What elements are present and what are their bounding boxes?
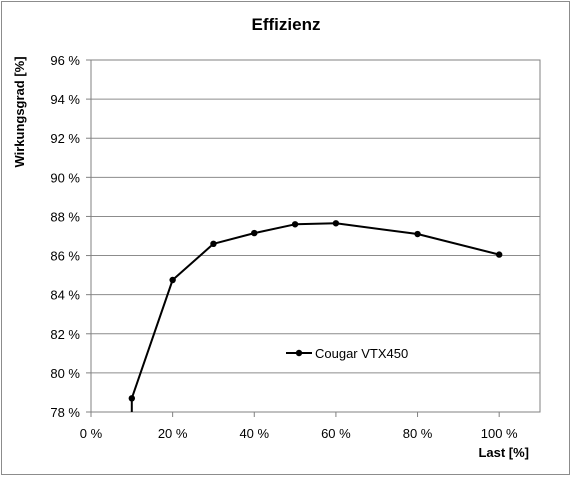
data-point xyxy=(495,251,503,258)
y-tick-label: 96 % xyxy=(50,53,80,68)
y-tick-label: 88 % xyxy=(50,209,80,224)
data-point xyxy=(251,229,258,237)
x-tick-label: 60 % xyxy=(321,426,351,441)
series-line xyxy=(130,222,500,412)
x-axis-ticks: 0 % 20 % 40 % 60 % 80 % 100 % xyxy=(80,412,518,441)
y-axis-ticks: 78 % 80 % 82 % 84 % 86 % 88 % 90 % 92 % 94 % 96 % xyxy=(50,53,91,420)
chart-title: Effizienz xyxy=(252,15,321,34)
data-point xyxy=(291,221,299,228)
x-tick-label: 20 % xyxy=(158,426,188,441)
y-tick-label: 92 % xyxy=(50,131,80,146)
x-tick-label: 80 % xyxy=(403,426,433,441)
y-axis-title: Wirkungsgrad [%] xyxy=(12,56,27,167)
data-point xyxy=(169,276,176,284)
y-tick-label: 86 % xyxy=(50,249,80,264)
y-tick-label: 78 % xyxy=(50,405,80,420)
x-tick-label: 100 % xyxy=(481,426,518,441)
x-axis-title: Last [%] xyxy=(478,445,529,460)
y-tick-label: 80 % xyxy=(50,366,80,381)
gridlines xyxy=(91,98,540,374)
legend-label: Cougar VTX450 xyxy=(315,346,408,361)
x-tick-label: 0 % xyxy=(80,426,103,441)
y-tick-label: 82 % xyxy=(50,327,80,342)
x-tick-label: 40 % xyxy=(239,426,269,441)
y-tick-label: 90 % xyxy=(50,170,80,185)
y-tick-label: 84 % xyxy=(50,288,80,303)
series-layer xyxy=(128,220,503,412)
data-point xyxy=(414,230,421,238)
y-tick-label: 94 % xyxy=(50,92,80,107)
legend-marker xyxy=(295,349,303,357)
plot-area xyxy=(90,59,541,413)
data-point xyxy=(128,395,136,402)
data-point xyxy=(332,220,340,227)
legend: Cougar VTX450 xyxy=(286,346,408,361)
data-point xyxy=(210,240,217,248)
